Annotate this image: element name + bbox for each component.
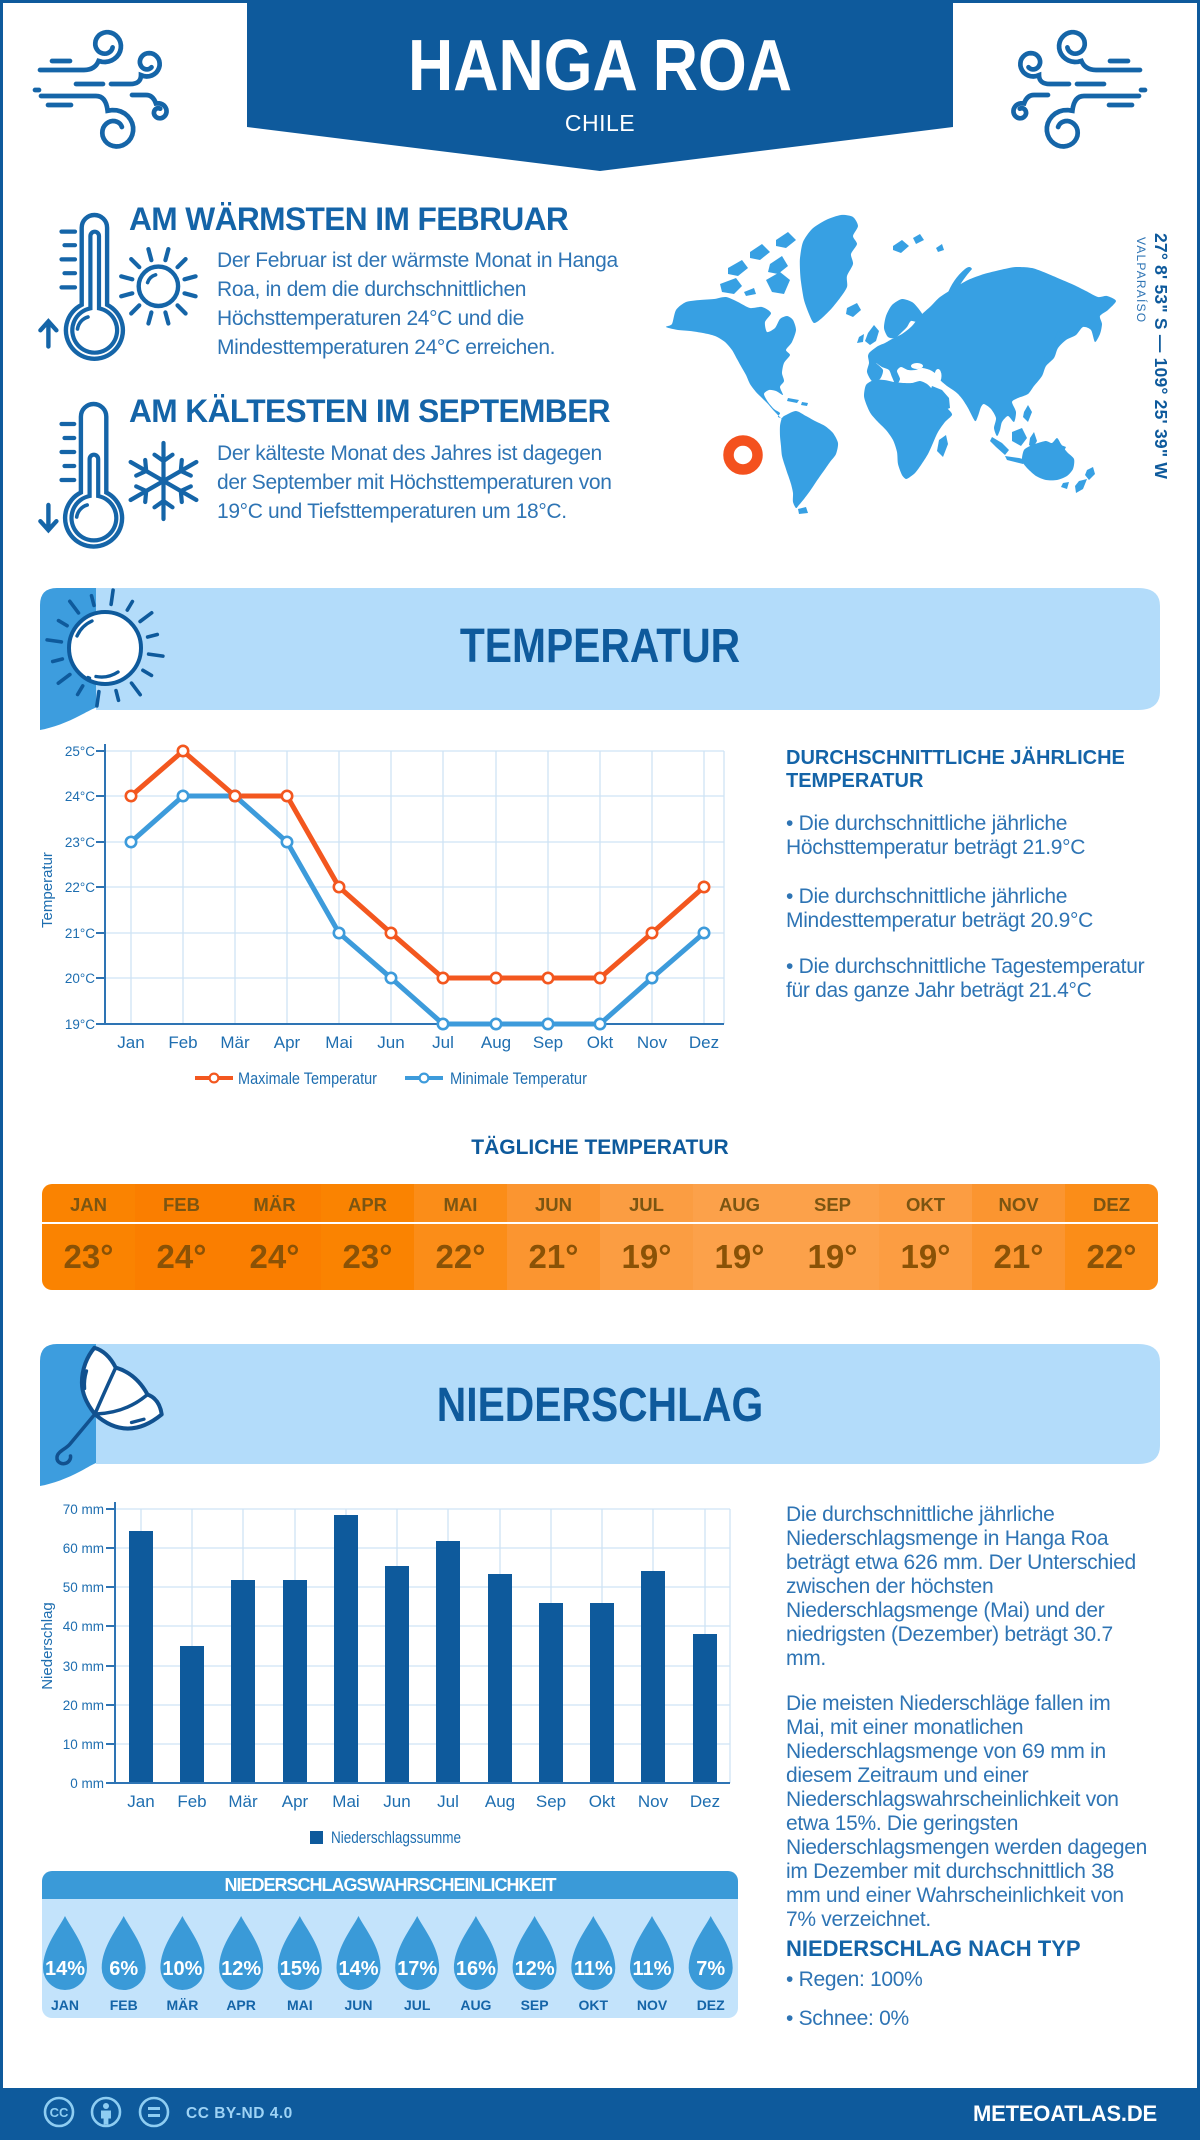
svg-text:Temperatur: Temperatur [39,852,56,928]
svg-text:Okt: Okt [587,1033,614,1052]
svg-text:OKT: OKT [579,1997,609,2013]
svg-text:Feb: Feb [177,1792,206,1811]
svg-text:Nov: Nov [638,1792,669,1811]
svg-text:Jul: Jul [432,1033,454,1052]
svg-text:CC: CC [50,2105,69,2120]
svg-text:0 mm: 0 mm [70,1776,104,1791]
svg-text:Dez: Dez [690,1792,720,1811]
svg-text:Nov: Nov [637,1033,668,1052]
svg-text:Mär: Mär [228,1792,258,1811]
svg-text:Niederschlag: Niederschlag [39,1602,56,1690]
svg-text:AUG: AUG [460,1997,491,2013]
svg-text:23°C: 23°C [65,835,95,850]
svg-text:Mai: Mai [325,1033,352,1052]
svg-text:JAN: JAN [51,1997,79,2013]
svg-text:Feb: Feb [168,1033,197,1052]
svg-text:19°C: 19°C [65,1017,95,1032]
svg-text:MAI: MAI [287,1997,313,2013]
svg-text:6%: 6% [109,1958,138,1980]
svg-text:12%: 12% [515,1958,555,1980]
svg-text:22°C: 22°C [65,880,95,895]
svg-text:Jan: Jan [127,1792,154,1811]
svg-text:Sep: Sep [533,1033,563,1052]
svg-text:30 mm: 30 mm [63,1659,104,1674]
svg-text:25°C: 25°C [65,744,95,759]
svg-text:60 mm: 60 mm [63,1541,104,1556]
svg-text:Sep: Sep [536,1792,566,1811]
svg-text:Jun: Jun [383,1792,410,1811]
svg-text:Apr: Apr [282,1792,309,1811]
svg-text:MÄR: MÄR [166,1997,198,2013]
svg-text:20 mm: 20 mm [63,1698,104,1713]
svg-text:Mai: Mai [332,1792,359,1811]
svg-text:FEB: FEB [110,1997,138,2013]
svg-text:APR: APR [226,1997,256,2013]
svg-text:JUL: JUL [404,1997,431,2013]
svg-text:DEZ: DEZ [697,1997,725,2013]
svg-text:50 mm: 50 mm [63,1580,104,1595]
svg-text:12%: 12% [221,1958,261,1980]
svg-text:16%: 16% [456,1958,496,1980]
svg-text:11%: 11% [633,1958,672,1980]
svg-text:40 mm: 40 mm [63,1619,104,1634]
svg-text:15%: 15% [280,1958,320,1980]
svg-text:11%: 11% [574,1958,613,1980]
svg-text:JUN: JUN [344,1997,372,2013]
svg-text:7%: 7% [696,1958,725,1980]
svg-text:14%: 14% [338,1958,378,1980]
svg-text:Okt: Okt [589,1792,616,1811]
svg-text:Aug: Aug [485,1792,515,1811]
svg-text:70 mm: 70 mm [63,1502,104,1517]
svg-text:Apr: Apr [274,1033,301,1052]
svg-text:NOV: NOV [637,1997,668,2013]
svg-text:17%: 17% [397,1958,437,1980]
svg-text:Maximale Temperatur: Maximale Temperatur [238,1069,377,1088]
svg-text:10 mm: 10 mm [63,1737,104,1752]
svg-text:Mär: Mär [220,1033,250,1052]
svg-text:20°C: 20°C [65,971,95,986]
svg-text:21°C: 21°C [65,926,95,941]
svg-text:Dez: Dez [689,1033,719,1052]
svg-text:SEP: SEP [521,1997,549,2013]
svg-text:Minimale Temperatur: Minimale Temperatur [450,1069,587,1088]
svg-text:Jul: Jul [437,1792,459,1811]
svg-text:Niederschlagssumme: Niederschlagssumme [331,1828,461,1847]
svg-text:Jan: Jan [117,1033,144,1052]
svg-text:24°C: 24°C [65,789,95,804]
svg-text:Jun: Jun [377,1033,404,1052]
svg-text:10%: 10% [162,1958,202,1980]
svg-text:14%: 14% [45,1958,85,1980]
svg-text:Aug: Aug [481,1033,511,1052]
